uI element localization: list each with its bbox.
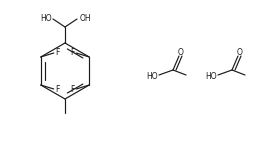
Text: O: O — [237, 47, 243, 56]
Text: HO: HO — [146, 71, 158, 80]
Text: O: O — [178, 47, 184, 56]
Text: F: F — [56, 48, 60, 57]
Text: F: F — [56, 85, 60, 94]
Text: HO: HO — [205, 71, 217, 80]
Text: F: F — [70, 48, 75, 57]
Text: F: F — [70, 85, 75, 94]
Text: OH: OH — [79, 13, 91, 22]
Text: HO: HO — [40, 13, 52, 22]
